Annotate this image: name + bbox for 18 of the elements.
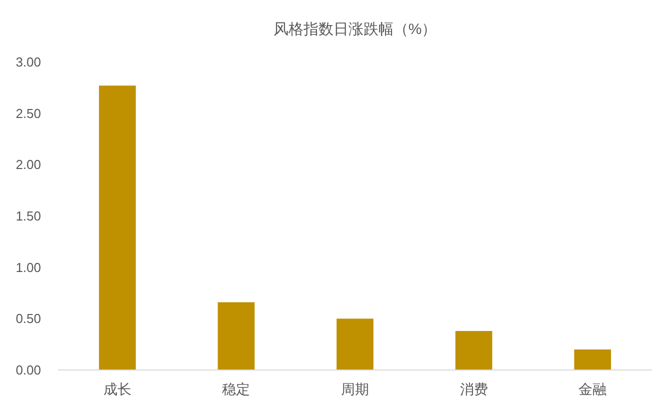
bar [455, 330, 492, 370]
y-tick-label: 1.00 [16, 260, 41, 275]
bar [218, 302, 255, 370]
y-tick-label: 0.00 [16, 362, 41, 378]
bar [336, 318, 374, 370]
y-tick-label: 1.50 [16, 208, 41, 224]
x-tick-label: 周期 [341, 381, 369, 397]
chart-title: 风格指数日涨跌幅（%） [273, 21, 437, 38]
bar [98, 86, 136, 370]
x-tick-label: 金融 [578, 381, 607, 397]
y-tick-label: 0.50 [16, 311, 41, 326]
y-tick-label: 2.50 [16, 106, 41, 121]
y-tick-label: 3.00 [16, 54, 41, 70]
x-tick-label: 稳定 [222, 381, 250, 397]
bar [574, 349, 612, 370]
x-tick-label: 消费 [460, 381, 488, 397]
x-tick-label: 成长 [103, 381, 132, 397]
y-tick-label: 2.00 [16, 157, 41, 172]
